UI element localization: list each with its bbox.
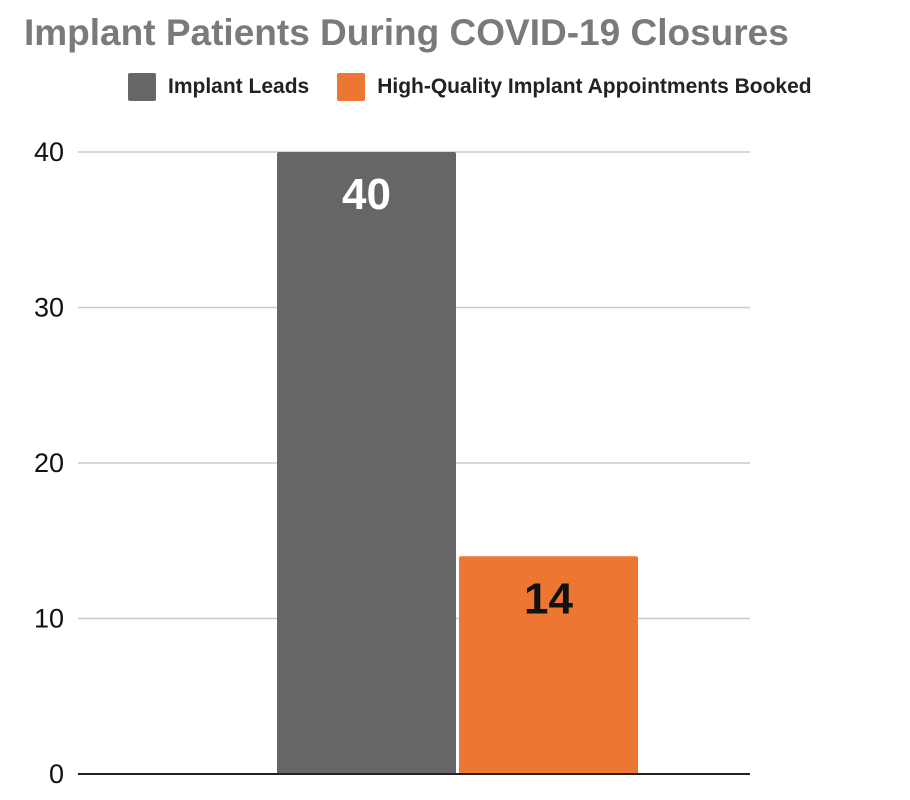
data-label-implant-leads: 40: [342, 170, 391, 219]
chart-title: Implant Patients During COVID-19 Closure…: [24, 12, 789, 53]
legend-item-implant-leads: Implant Leads: [128, 73, 309, 101]
legend-label-appointments-booked: High-Quality Implant Appointments Booked: [377, 75, 812, 98]
bar-implant-leads: [277, 152, 456, 774]
data-label-appointments-booked: 14: [524, 574, 573, 623]
y-tick-label-40: 40: [34, 137, 64, 167]
y-tick-label-0: 0: [49, 759, 64, 789]
legend-item-appointments-booked: High-Quality Implant Appointments Booked: [337, 73, 812, 101]
y-tick-label-30: 30: [34, 293, 64, 323]
legend-label-implant-leads: Implant Leads: [168, 75, 310, 98]
legend-swatch-implant-leads: [128, 73, 156, 101]
y-tick-label-20: 20: [34, 448, 64, 478]
bar-appointments-booked: [459, 556, 638, 774]
legend: Implant Leads High-Quality Implant Appoi…: [128, 72, 840, 102]
legend-swatch-appointments-booked: [337, 73, 366, 101]
y-tick-label-10: 10: [34, 604, 64, 634]
